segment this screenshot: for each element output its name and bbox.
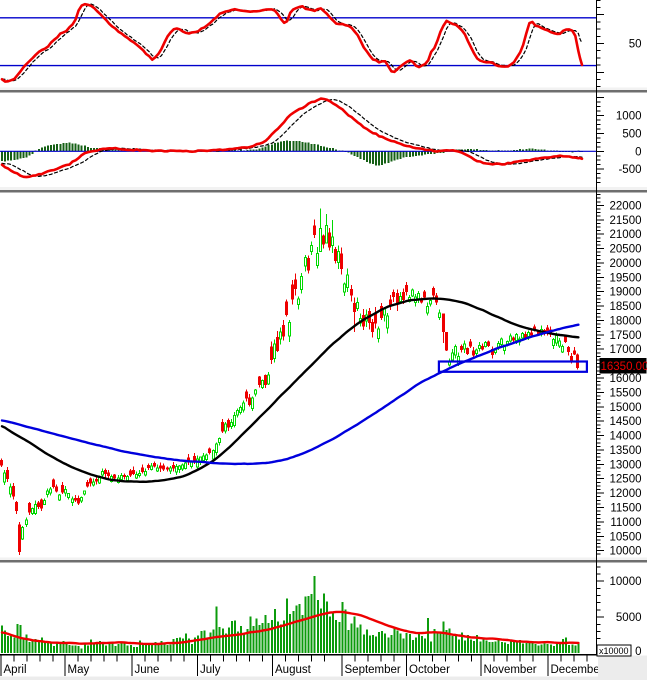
svg-text:19000: 19000 (610, 287, 642, 299)
svg-text:10000: 10000 (610, 546, 642, 558)
svg-text:1000: 1000 (616, 111, 642, 123)
svg-text:13000: 13000 (610, 459, 642, 471)
svg-text:0: 0 (635, 646, 641, 658)
svg-text:October: October (409, 664, 450, 676)
svg-text:July: July (200, 664, 221, 676)
svg-text:December: December (551, 664, 604, 676)
svg-text:16350.00: 16350.00 (601, 361, 647, 373)
svg-text:12500: 12500 (610, 474, 642, 486)
svg-text:April: April (4, 664, 27, 676)
svg-text:20500: 20500 (610, 244, 642, 256)
svg-text:17500: 17500 (610, 330, 642, 342)
svg-text:June: June (135, 664, 160, 676)
svg-text:5000: 5000 (616, 612, 642, 624)
svg-text:November: November (484, 664, 537, 676)
svg-text:18000: 18000 (610, 316, 642, 328)
svg-text:10500: 10500 (610, 531, 642, 543)
svg-text:12000: 12000 (610, 488, 642, 500)
svg-text:May: May (68, 664, 90, 676)
svg-text:10000: 10000 (610, 576, 642, 588)
svg-text:500: 500 (622, 128, 641, 140)
svg-text:September: September (345, 664, 401, 676)
svg-text:x10000: x10000 (599, 646, 629, 656)
svg-text:19500: 19500 (610, 272, 642, 284)
svg-text:August: August (275, 664, 312, 676)
svg-text:14000: 14000 (610, 431, 642, 443)
svg-text:20000: 20000 (610, 258, 642, 270)
svg-text:14500: 14500 (610, 416, 642, 428)
svg-text:0: 0 (635, 146, 641, 158)
svg-text:22000: 22000 (610, 200, 642, 212)
svg-text:15500: 15500 (610, 387, 642, 399)
svg-text:15000: 15000 (610, 402, 642, 414)
svg-text:13500: 13500 (610, 445, 642, 457)
svg-text:11000: 11000 (610, 517, 641, 529)
svg-text:21500: 21500 (610, 215, 642, 227)
svg-text:21000: 21000 (610, 229, 642, 241)
svg-text:16000: 16000 (610, 373, 642, 385)
svg-text:11500: 11500 (610, 503, 641, 515)
svg-text:17000: 17000 (610, 344, 642, 356)
svg-text:-500: -500 (618, 164, 641, 176)
svg-text:50: 50 (629, 39, 642, 51)
svg-text:18500: 18500 (610, 301, 642, 313)
